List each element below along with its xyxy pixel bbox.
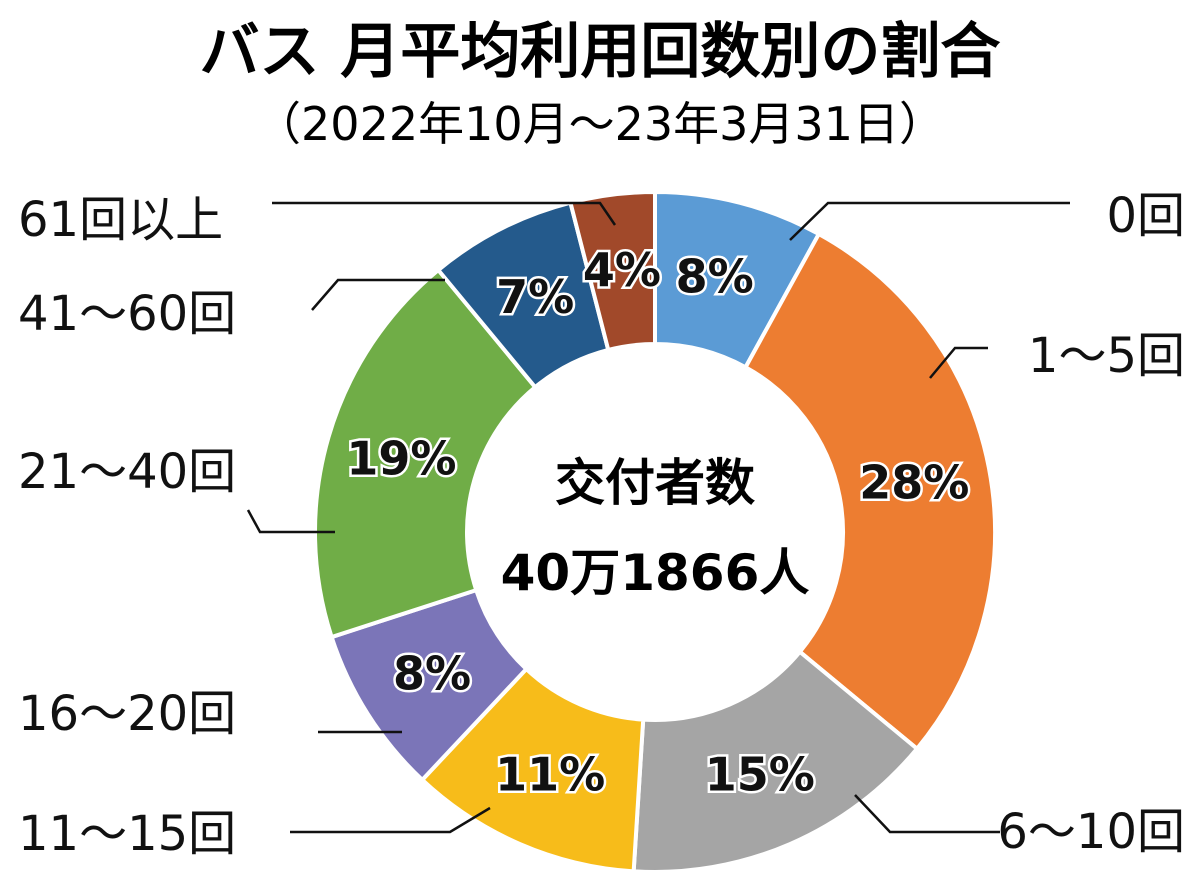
category-label-3: 11～15回 [18, 806, 236, 862]
leader-line-5 [246, 509, 335, 534]
percent-label-7: 4% [583, 243, 661, 297]
slice-5 [313, 268, 538, 640]
category-label-5: 21～40回 [18, 444, 236, 500]
chart-title: バス 月平均利用回数別の割合 [200, 17, 1001, 87]
leader-line-6 [311, 278, 445, 311]
chart-subtitle: （2022年10月～23年3月31日） [255, 97, 945, 151]
percent-label-6: 7% [496, 270, 574, 324]
leader-lines [246, 201, 1070, 834]
category-label-7: 61回以上 [18, 192, 223, 248]
percent-label-3: 11% [495, 747, 605, 801]
percent-label-4: 8% [393, 646, 471, 700]
percent-label-2: 15% [705, 747, 815, 801]
donut-slices [313, 190, 997, 874]
leader-line-2 [854, 794, 1000, 834]
category-label-2: 6～10回 [997, 804, 1185, 860]
leader-line-3 [290, 806, 491, 834]
category-labels: 0回 1～5回 6～10回 11～15回 16～20回 21～40回 41～60回 61回以上 [18, 188, 1185, 862]
leader-line-7 [272, 201, 617, 226]
slice-7 [568, 190, 657, 352]
center-label-line2: 40万1866人 [501, 544, 810, 602]
category-label-1: 1～5回 [1028, 328, 1185, 384]
percent-label-0: 8% [676, 249, 754, 303]
percent-label-5: 19% [346, 431, 456, 485]
category-label-4: 16～20回 [18, 686, 236, 742]
slice-1 [743, 232, 997, 751]
percent-labels: 8% 28% 15% 11% 8% 19% 7% 4% [344, 241, 972, 804]
slice-2 [631, 649, 919, 874]
leader-line-0 [789, 201, 1070, 241]
category-label-6: 41～60回 [18, 286, 236, 342]
percent-label-1: 28% [859, 456, 969, 510]
center-label-line1: 交付者数 [555, 454, 755, 512]
category-label-0: 0回 [1106, 188, 1185, 244]
leader-line-1 [929, 346, 988, 379]
